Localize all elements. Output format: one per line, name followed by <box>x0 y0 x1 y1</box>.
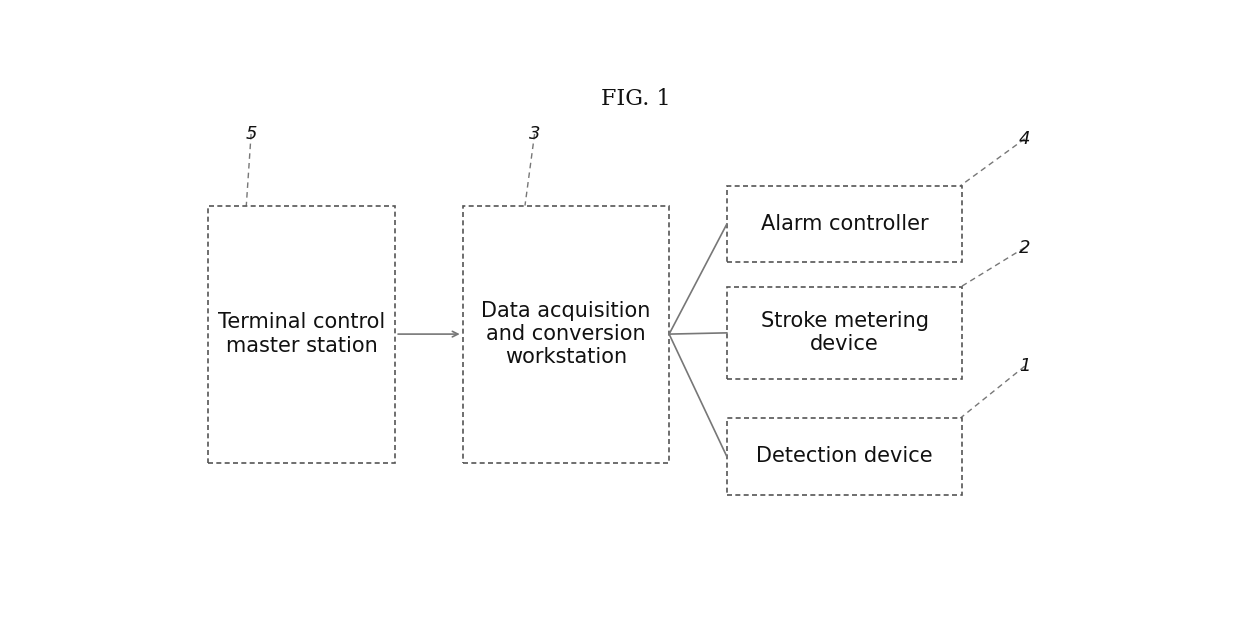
Polygon shape <box>208 205 396 463</box>
Text: Terminal control
master station: Terminal control master station <box>218 313 386 356</box>
Text: Stroke metering
device: Stroke metering device <box>760 311 929 354</box>
Polygon shape <box>463 205 670 463</box>
Text: 4: 4 <box>1019 130 1030 148</box>
Text: 5: 5 <box>246 125 257 143</box>
Text: 2: 2 <box>1019 239 1030 257</box>
Text: Alarm controller: Alarm controller <box>760 214 929 234</box>
Text: FIG. 1: FIG. 1 <box>600 89 671 110</box>
Polygon shape <box>727 287 962 379</box>
Text: Data acquisition
and conversion
workstation: Data acquisition and conversion workstat… <box>481 301 651 367</box>
Text: Detection device: Detection device <box>756 446 932 467</box>
Text: 3: 3 <box>528 125 541 143</box>
Text: 1: 1 <box>1019 357 1030 375</box>
Polygon shape <box>727 186 962 263</box>
Polygon shape <box>727 418 962 495</box>
